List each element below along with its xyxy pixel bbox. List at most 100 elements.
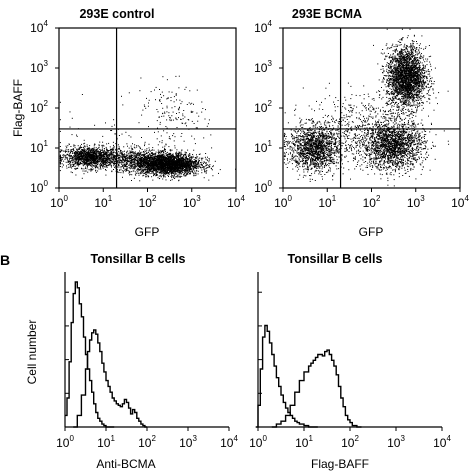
scatter-point xyxy=(147,161,149,163)
scatter-point xyxy=(166,169,168,171)
scatter-point xyxy=(136,145,138,147)
scatter-point xyxy=(188,172,190,174)
scatter-point xyxy=(143,151,144,152)
scatter-point xyxy=(153,153,155,155)
scatter-point xyxy=(146,153,148,154)
scatter-point xyxy=(131,167,133,169)
scatter-point xyxy=(82,156,84,157)
scatter-point xyxy=(81,149,83,150)
scatter-point xyxy=(141,162,143,164)
scatter-point xyxy=(166,162,168,164)
scatter-point xyxy=(111,149,113,151)
scatter-point xyxy=(125,159,126,161)
scatter-point xyxy=(65,150,67,152)
scatter-point xyxy=(105,166,107,168)
scatter-point xyxy=(174,178,176,179)
scatter-point xyxy=(110,155,112,157)
scatter-point xyxy=(139,147,141,149)
scatter-point xyxy=(154,168,156,169)
scatter-point xyxy=(136,169,138,171)
scatter-point xyxy=(80,162,81,164)
scatter-point xyxy=(94,150,96,152)
scatter-point xyxy=(172,154,174,155)
scatter-point xyxy=(76,167,78,169)
scatter-point xyxy=(192,154,194,155)
scatter-point xyxy=(100,168,102,170)
scatter-point xyxy=(99,154,101,155)
scatter-point xyxy=(98,154,100,156)
scatter-point xyxy=(146,169,148,171)
scatter-point xyxy=(157,164,159,166)
scatter-point xyxy=(176,127,178,128)
scatter-point xyxy=(130,161,132,163)
scatter-point xyxy=(138,161,139,163)
scatter-point xyxy=(70,146,72,147)
scatter-point xyxy=(70,152,72,154)
scatter-point xyxy=(194,162,195,164)
scatter-point xyxy=(133,161,135,163)
scatter-point xyxy=(144,160,146,162)
scatter-point xyxy=(79,155,81,157)
scatter-point xyxy=(130,151,132,153)
scatter-point xyxy=(96,165,97,167)
scatter-point xyxy=(75,168,77,170)
scatter-point xyxy=(148,172,150,174)
scatter-point xyxy=(162,171,163,173)
scatter-point xyxy=(207,164,209,166)
scatter-point xyxy=(99,144,100,146)
scatter-point xyxy=(207,167,209,169)
scatter-point xyxy=(162,157,164,159)
scatter-point xyxy=(166,172,168,174)
scatter-point xyxy=(199,162,201,163)
scatter-point xyxy=(98,156,100,158)
scatter-point xyxy=(167,159,169,161)
scatter-point xyxy=(145,159,147,160)
scatter-point xyxy=(179,167,181,169)
scatter-point xyxy=(144,162,146,164)
scatter-point xyxy=(189,166,191,168)
scatter-point xyxy=(87,156,89,158)
scatter-point xyxy=(177,163,179,165)
scatter-point xyxy=(189,153,191,155)
scatter-point xyxy=(175,164,177,165)
scatter-point xyxy=(90,150,92,152)
scatter-point xyxy=(185,165,187,167)
scatter-point xyxy=(149,165,151,167)
scatter-point xyxy=(162,164,164,166)
scatter-point xyxy=(97,156,99,158)
scatter-point xyxy=(80,163,82,165)
scatter-point xyxy=(108,159,110,161)
scatter-point xyxy=(157,168,159,170)
scatter-point xyxy=(165,164,167,166)
scatter-point xyxy=(137,164,139,166)
scatter-point xyxy=(72,156,74,158)
scatter-point xyxy=(184,170,185,172)
scatter-point xyxy=(183,158,185,160)
scatter-point xyxy=(155,161,156,163)
scatter-point xyxy=(162,166,164,168)
scatter-point xyxy=(164,161,166,163)
scatter-point xyxy=(59,156,61,158)
scatter-point xyxy=(129,161,131,163)
scatter-point xyxy=(84,146,86,148)
scatter-point xyxy=(131,163,133,165)
scatter-point xyxy=(150,168,152,170)
scatter-point xyxy=(86,168,88,170)
scatter-point xyxy=(174,163,176,165)
scatter-point xyxy=(170,165,172,167)
scatter-point xyxy=(190,160,192,162)
scatter-point xyxy=(178,165,180,167)
scatter-point xyxy=(185,86,187,88)
scatter-point xyxy=(162,158,163,160)
scatter-point xyxy=(68,151,70,153)
scatter-point xyxy=(208,158,210,159)
scatter-point xyxy=(164,162,166,164)
scatter-point xyxy=(160,176,162,178)
scatter-point xyxy=(167,151,169,153)
scatter-point xyxy=(70,150,72,152)
scatter-point xyxy=(81,152,83,154)
scatter-point xyxy=(98,146,100,148)
scatter-point xyxy=(138,158,140,160)
scatter-point xyxy=(151,160,153,162)
scatter-point xyxy=(117,160,119,162)
